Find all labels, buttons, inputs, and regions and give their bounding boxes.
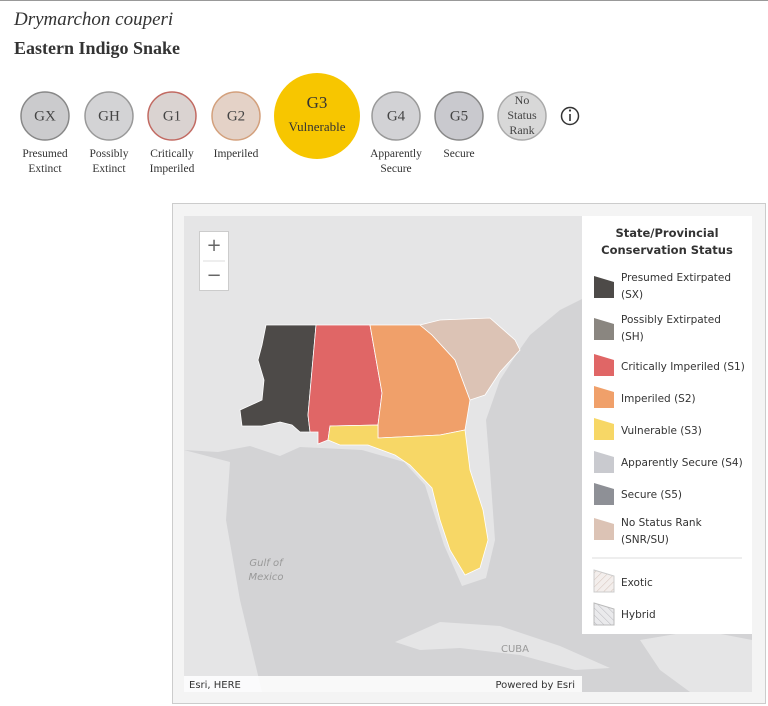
legend-label: Presumed Extirpated (621, 272, 731, 284)
map-label: CUBA (501, 644, 529, 655)
badge-code: Rank (509, 123, 534, 137)
badge[interactable] (211, 91, 261, 141)
badge-label: Imperiled (214, 148, 259, 160)
legend-swatch (594, 354, 614, 376)
attribution[interactable]: Powered by Esri (495, 680, 575, 691)
badge-label: Secure (443, 148, 474, 160)
map-label: Gulf of (249, 558, 284, 569)
badge-code: G2 (227, 108, 245, 124)
badge-label: Secure (380, 163, 411, 175)
status-bar: GX Presumed Extinct GH Possibly Extinct … (20, 73, 580, 175)
badge-label: Apparently (370, 148, 422, 160)
legend-swatch (593, 569, 615, 593)
badge-selected[interactable] (274, 73, 360, 159)
badge-code: GX (34, 108, 56, 124)
legend-swatch (593, 602, 615, 626)
badge-code: No (515, 93, 530, 107)
legend-label: Exotic (621, 577, 653, 589)
legend-swatch (594, 418, 614, 440)
attribution: Esri, HERE (189, 680, 241, 691)
state-sc[interactable] (419, 317, 521, 401)
legend-label: Hybrid (621, 609, 656, 621)
legend-swatch (594, 518, 614, 540)
legend-label: No Status Rank (621, 517, 703, 529)
badge-label: Vulnerable (289, 119, 346, 134)
legend-label: Critically Imperiled (S1) (621, 361, 745, 373)
legend-swatch (594, 386, 614, 408)
badge[interactable] (84, 91, 134, 141)
legend-label: (SH) (621, 331, 644, 343)
legend-label: (SX) (621, 289, 643, 301)
badge-code: GH (98, 108, 120, 124)
badge-code: G3 (307, 93, 328, 112)
legend-swatch (594, 483, 614, 505)
badge-label: Possibly (90, 148, 129, 160)
state-fl[interactable] (327, 424, 489, 576)
common-name: Eastern Indigo Snake (14, 38, 180, 58)
legend-label: Apparently Secure (S4) (621, 457, 743, 469)
badge-label: Extinct (28, 163, 62, 175)
badge[interactable] (147, 91, 197, 141)
scientific-name: Drymarchon couperi (13, 9, 173, 30)
zoom-out[interactable]: − (206, 265, 221, 286)
legend-label: Secure (S5) (621, 489, 682, 501)
badge-label: Presumed (22, 148, 68, 160)
badge[interactable] (371, 91, 421, 141)
badge-code: Status (507, 108, 537, 122)
badge-code: G4 (387, 108, 406, 124)
badge-label: Imperiled (150, 163, 195, 175)
legend-label: Imperiled (S2) (621, 393, 696, 405)
legend-swatch (594, 276, 614, 298)
badge-label: Extinct (92, 163, 126, 175)
attribution-bar (184, 676, 582, 692)
info-icon[interactable] (560, 106, 580, 126)
badge[interactable] (20, 91, 70, 141)
legend-title: State/Provincial (615, 226, 718, 240)
zoom-in[interactable]: + (206, 235, 221, 256)
legend-swatch (594, 451, 614, 473)
badge-code: G1 (163, 108, 181, 124)
badge-label: Critically (150, 148, 194, 160)
legend-label: Possibly Extirpated (621, 314, 721, 326)
badge-code: G5 (450, 108, 468, 124)
legend-label: (SNR/SU) (621, 534, 669, 546)
legend-label: Vulnerable (S3) (621, 425, 702, 437)
badge[interactable] (497, 91, 547, 141)
map-label: Mexico (248, 572, 283, 583)
legend-title: Conservation Status (601, 243, 733, 257)
legend-swatch (594, 318, 614, 340)
badge[interactable] (434, 91, 484, 141)
